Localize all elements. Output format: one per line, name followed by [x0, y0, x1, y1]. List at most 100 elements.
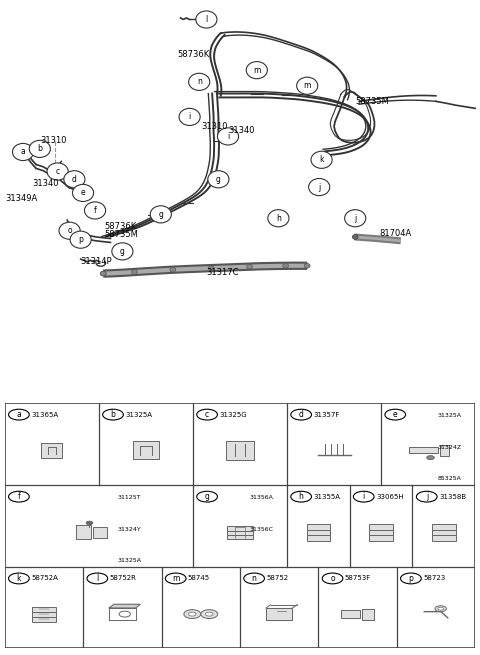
FancyBboxPatch shape — [432, 530, 456, 535]
Circle shape — [304, 263, 310, 268]
FancyBboxPatch shape — [93, 527, 108, 538]
Text: 31325A: 31325A — [125, 411, 152, 418]
Text: 31355A: 31355A — [313, 494, 340, 500]
Text: i: i — [362, 492, 365, 501]
Circle shape — [244, 573, 264, 584]
Text: b: b — [110, 410, 115, 419]
Text: 31365A: 31365A — [31, 411, 58, 418]
Circle shape — [345, 210, 366, 227]
Text: p: p — [408, 574, 413, 583]
Circle shape — [84, 202, 106, 219]
Polygon shape — [207, 16, 216, 24]
Text: f: f — [18, 492, 20, 501]
FancyBboxPatch shape — [227, 534, 253, 538]
FancyBboxPatch shape — [307, 530, 330, 535]
Text: i: i — [227, 132, 229, 141]
Circle shape — [70, 231, 91, 248]
Text: 31325A: 31325A — [118, 559, 142, 563]
Circle shape — [201, 610, 218, 618]
Text: k: k — [17, 574, 21, 583]
Circle shape — [217, 128, 239, 145]
Text: 58745: 58745 — [188, 576, 210, 582]
Circle shape — [385, 409, 406, 420]
Text: i: i — [189, 113, 191, 121]
Circle shape — [64, 171, 85, 188]
FancyBboxPatch shape — [76, 525, 91, 539]
FancyBboxPatch shape — [370, 535, 393, 540]
Circle shape — [247, 264, 252, 269]
Text: a: a — [16, 410, 21, 419]
Circle shape — [197, 409, 217, 420]
Text: e: e — [393, 410, 397, 419]
Text: 31349A: 31349A — [5, 195, 37, 203]
Text: 85325A: 85325A — [438, 476, 461, 481]
Circle shape — [291, 409, 312, 420]
Text: d: d — [299, 410, 303, 419]
Circle shape — [189, 612, 196, 616]
Circle shape — [150, 206, 171, 223]
Text: j: j — [318, 183, 320, 191]
FancyBboxPatch shape — [362, 608, 374, 620]
Text: 31356C: 31356C — [250, 527, 274, 532]
Circle shape — [196, 11, 217, 28]
Text: 58752: 58752 — [266, 576, 288, 582]
FancyBboxPatch shape — [32, 616, 56, 622]
FancyBboxPatch shape — [307, 535, 330, 540]
FancyBboxPatch shape — [307, 525, 330, 530]
Circle shape — [309, 179, 330, 196]
Circle shape — [9, 491, 29, 502]
Circle shape — [246, 62, 267, 79]
Circle shape — [311, 151, 332, 168]
Circle shape — [352, 234, 358, 239]
Text: d: d — [72, 175, 77, 184]
Circle shape — [184, 610, 201, 618]
Text: g: g — [158, 210, 163, 219]
Circle shape — [438, 607, 444, 610]
Circle shape — [9, 573, 29, 584]
Text: m: m — [303, 81, 311, 90]
Text: m: m — [172, 574, 180, 583]
Polygon shape — [41, 443, 62, 458]
Circle shape — [103, 409, 123, 420]
Circle shape — [86, 521, 93, 525]
Text: 58752R: 58752R — [109, 576, 136, 582]
Text: c: c — [205, 410, 209, 419]
Circle shape — [353, 491, 374, 502]
FancyBboxPatch shape — [432, 525, 456, 530]
FancyBboxPatch shape — [341, 610, 360, 618]
Circle shape — [197, 491, 217, 502]
Circle shape — [165, 573, 186, 584]
Circle shape — [9, 409, 29, 420]
Circle shape — [119, 611, 131, 617]
Text: f: f — [94, 206, 96, 215]
Text: 58735M: 58735M — [105, 230, 139, 239]
Circle shape — [59, 222, 80, 239]
Circle shape — [87, 573, 108, 584]
Circle shape — [189, 73, 210, 90]
Circle shape — [12, 143, 34, 160]
Circle shape — [47, 163, 68, 180]
Text: k: k — [319, 155, 324, 164]
FancyBboxPatch shape — [227, 531, 253, 534]
FancyBboxPatch shape — [32, 612, 56, 617]
Text: 31340: 31340 — [228, 126, 254, 135]
Text: 31317C: 31317C — [206, 269, 239, 277]
Text: h: h — [299, 492, 303, 501]
Text: g: g — [216, 175, 221, 184]
Text: p: p — [78, 235, 83, 244]
Text: 31310: 31310 — [40, 136, 66, 145]
Circle shape — [72, 184, 94, 202]
FancyBboxPatch shape — [432, 535, 456, 540]
Text: g: g — [120, 247, 125, 256]
Text: 58735M: 58735M — [355, 97, 389, 106]
Circle shape — [291, 491, 312, 502]
Text: 81704A: 81704A — [379, 229, 411, 238]
Text: 31325A: 31325A — [438, 413, 462, 418]
Text: 31324Z: 31324Z — [438, 445, 462, 449]
Text: 58736K: 58736K — [105, 222, 137, 231]
Text: c: c — [56, 167, 60, 176]
Text: 58752A: 58752A — [31, 576, 58, 582]
Circle shape — [435, 606, 446, 612]
Text: h: h — [276, 214, 281, 223]
FancyBboxPatch shape — [227, 527, 253, 531]
